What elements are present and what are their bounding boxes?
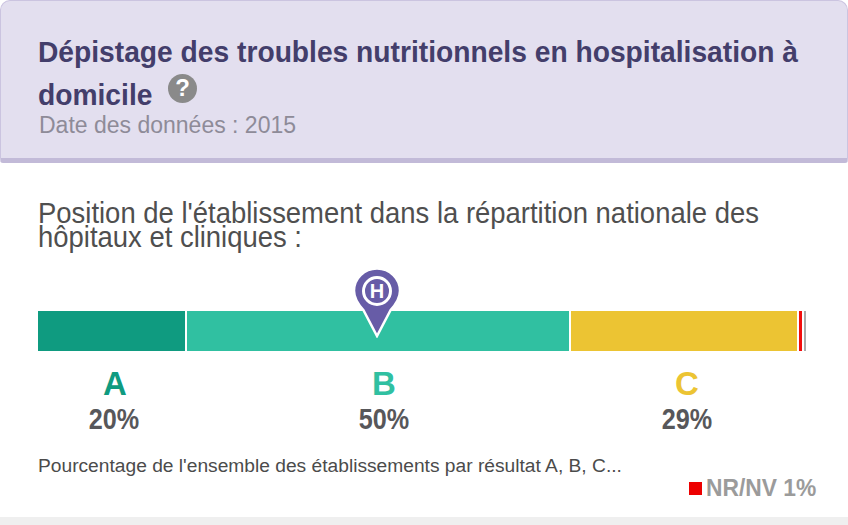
pct-b: 50% <box>359 404 409 434</box>
chart-caption: Pourcentage de l'ensemble des établissem… <box>38 455 622 477</box>
label-c: C <box>675 366 699 402</box>
help-icon[interactable]: ? <box>168 74 197 103</box>
page-title: Dépistage des troubles nutritionnels en … <box>38 30 798 116</box>
marker-letter: H <box>370 280 384 302</box>
legend-label: NR/NV 1% <box>706 474 816 502</box>
establishment-marker-pin: H <box>351 267 403 338</box>
legend-swatch <box>689 482 702 495</box>
bar-segment-nrnv <box>799 311 802 351</box>
label-b: B <box>372 366 396 402</box>
position-line2: hôpitaux et cliniques : <box>38 220 302 253</box>
position-description: Position de l'établissement dans la répa… <box>38 201 759 249</box>
bar-segment-c <box>571 311 797 351</box>
pct-a: 20% <box>89 404 139 434</box>
label-a: A <box>103 366 127 402</box>
title-line1: Dépistage des troubles nutritionnels en … <box>38 35 798 68</box>
bar-end-cap <box>804 311 806 351</box>
distribution-bar <box>38 311 806 351</box>
pct-c: 29% <box>662 404 712 434</box>
data-date-label: Date des données : 2015 <box>39 112 296 139</box>
title-line2: domicile <box>38 78 152 111</box>
legend-nrnv: NR/NV 1% <box>689 474 822 502</box>
header-panel: Dépistage des troubles nutritionnels en … <box>0 0 848 163</box>
panel-depistage: Dépistage des troubles nutritionnels en … <box>0 0 848 525</box>
bottom-panel-edge <box>0 517 848 525</box>
bar-segment-a <box>38 311 185 351</box>
